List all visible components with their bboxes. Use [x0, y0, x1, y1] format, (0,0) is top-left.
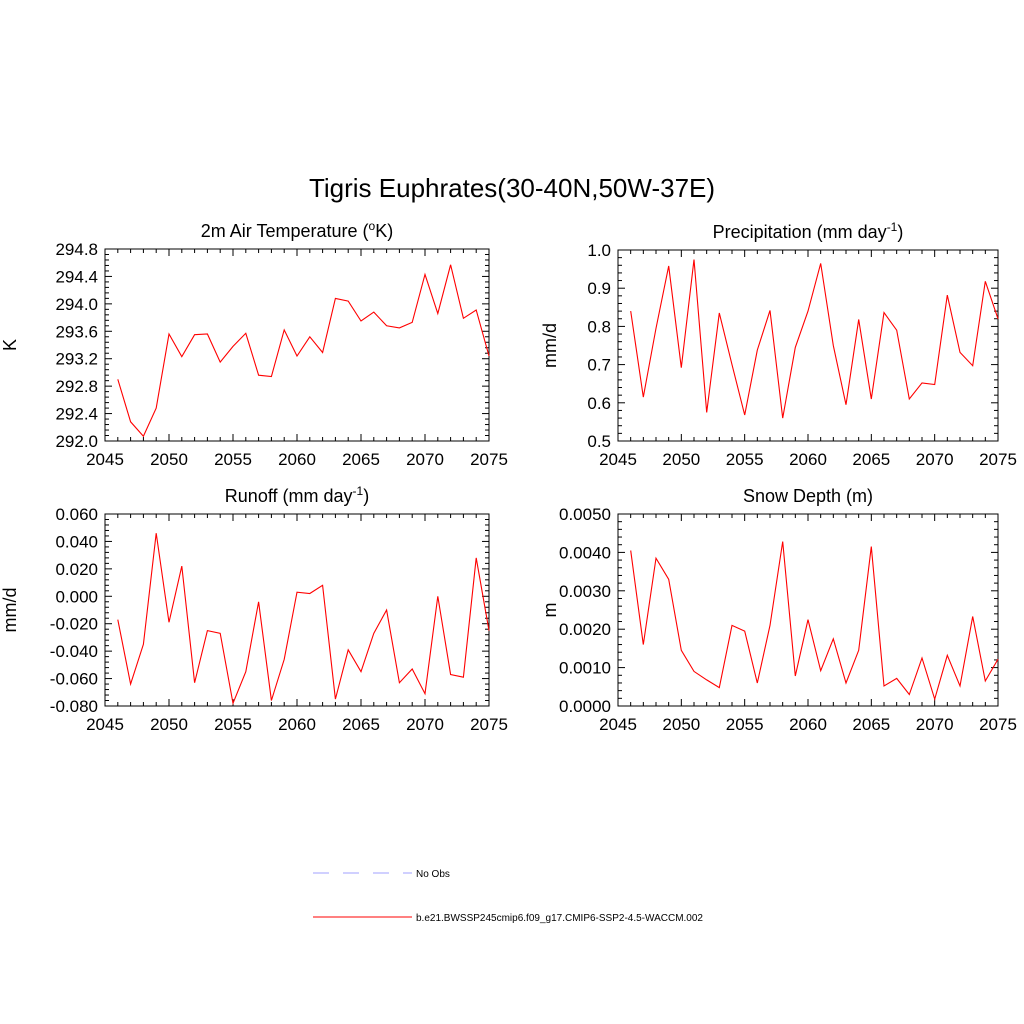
title-text: Snow Depth (m): [743, 486, 873, 506]
x-tick-label: 2065: [852, 715, 890, 734]
y-tick-label: 292.0: [55, 432, 98, 451]
y-tick-label: 0.7: [587, 356, 611, 375]
series-line: [117, 533, 490, 706]
y-tick-label: 0.5: [587, 432, 611, 451]
title-text: ): [363, 486, 369, 506]
x-tick-label: 2050: [662, 450, 700, 469]
panel-title: Runoff (mm day-1): [225, 484, 369, 506]
x-tick-label: 2055: [214, 715, 252, 734]
panel-title: Snow Depth (m): [743, 486, 873, 506]
x-tick-label: 2060: [789, 450, 827, 469]
y-tick-label: 294.8: [55, 240, 98, 259]
title-text: 2m Air Temperature (: [201, 221, 369, 241]
chart-panel-1: 2045 2050 2055 2060 2065 2070 2075 292.0 292.4 29…: [0, 219, 508, 469]
y-tick-label: 0.060: [55, 505, 98, 524]
x-tick-label: 2070: [916, 450, 954, 469]
y-tick-label: 292.4: [55, 405, 98, 424]
plot-frame: [617, 249, 999, 442]
y-tick-label: 1.0: [587, 241, 611, 260]
y-axis-label: mm/d: [0, 588, 20, 633]
x-tick-label: 2075: [470, 715, 508, 734]
legend: No Obs b.e21.BWSSP245cmip6.f09_g17.CMIP6-…: [313, 869, 703, 924]
series-line: [630, 259, 999, 419]
x-tick-label: 2060: [278, 715, 316, 734]
x-tick-label: 2065: [852, 450, 890, 469]
y-tick-label: 0.0000: [559, 697, 611, 716]
x-tick-label: 2050: [150, 450, 188, 469]
y-tick-label: 0.000: [55, 587, 98, 606]
y-axis-label: m: [540, 603, 560, 618]
x-tick-label: 2055: [726, 450, 764, 469]
chart-panel-4: 2045 2050 2055 2060 2065 2070 2075 0.0000 0.0010…: [540, 486, 1017, 734]
x-tick-label: 2065: [342, 450, 380, 469]
x-tick-label: 2070: [406, 450, 444, 469]
y-tick-label: 0.6: [587, 394, 611, 413]
x-tick-label: 2055: [726, 715, 764, 734]
figure-title: Tigris Euphrates(30-40N,50W-37E): [309, 173, 715, 203]
x-tick-label: 2060: [789, 715, 827, 734]
x-tick-label: 2045: [599, 715, 637, 734]
y-tick-label: 294.4: [55, 267, 98, 286]
x-tick-label: 2050: [150, 715, 188, 734]
series-line: [117, 264, 490, 438]
y-tick-label: 0.0020: [559, 620, 611, 639]
y-tick-label: 0.0050: [559, 505, 611, 524]
y-tick-label: -0.040: [50, 642, 98, 661]
plot-frame: [104, 248, 490, 442]
y-tick-label: 294.0: [55, 295, 98, 314]
x-tick-label: 2070: [916, 715, 954, 734]
x-tick-label: 2075: [979, 715, 1017, 734]
y-tick-label: 0.0040: [559, 543, 611, 562]
plot-frame: [104, 513, 490, 707]
y-axis-label: mm/d: [540, 323, 560, 368]
y-tick-label: -0.080: [50, 697, 98, 716]
x-tick-label: 2045: [86, 715, 124, 734]
y-tick-label: 0.020: [55, 560, 98, 579]
y-tick-label: 293.2: [55, 350, 98, 369]
y-tick-label: 0.040: [55, 532, 98, 551]
y-tick-label: 293.6: [55, 322, 98, 341]
x-tick-label: 2075: [470, 450, 508, 469]
y-tick-label: 0.0010: [559, 659, 611, 678]
y-tick-label: -0.060: [50, 670, 98, 689]
legend-label: b.e21.BWSSP245cmip6.f09_g17.CMIP6-SSP2-4…: [416, 913, 703, 924]
legend-label: No Obs: [416, 869, 450, 880]
chart-panel-3: 2045 2050 2055 2060 2065 2070 2075 -0.080 -0.060…: [0, 484, 508, 734]
title-text: K): [375, 221, 393, 241]
panels-group: 2045 2050 2055 2060 2065 2070 2075 292.0 292.4 29…: [0, 219, 1017, 734]
x-tick-label: 2070: [406, 715, 444, 734]
x-tick-label: 2060: [278, 450, 316, 469]
y-tick-label: 292.8: [55, 377, 98, 396]
x-tick-label: 2065: [342, 715, 380, 734]
x-tick-label: 2045: [86, 450, 124, 469]
chart-panel-2: 2045 2050 2055 2060 2065 2070 2075 0.5 0.6 0.7 0.8…: [540, 220, 1017, 469]
panel-title: 2m Air Temperature (oK): [201, 219, 393, 241]
x-tick-label: 2050: [662, 715, 700, 734]
y-tick-label: 0.9: [587, 279, 611, 298]
series-line: [630, 541, 999, 702]
y-axis-label: K: [0, 339, 20, 351]
title-superscript: o: [369, 219, 376, 233]
x-tick-label: 2075: [979, 450, 1017, 469]
title-text: ): [897, 222, 903, 242]
y-tick-label: 0.8: [587, 317, 611, 336]
title-superscript: -1: [887, 220, 898, 234]
x-tick-label: 2045: [599, 450, 637, 469]
title-superscript: -1: [353, 484, 364, 498]
title-text: Runoff (mm day: [225, 486, 353, 506]
y-tick-label: -0.020: [50, 615, 98, 634]
y-tick-label: 0.0030: [559, 582, 611, 601]
title-text: Precipitation (mm day: [713, 222, 887, 242]
panel-title: Precipitation (mm day-1): [713, 220, 904, 242]
x-tick-label: 2055: [214, 450, 252, 469]
